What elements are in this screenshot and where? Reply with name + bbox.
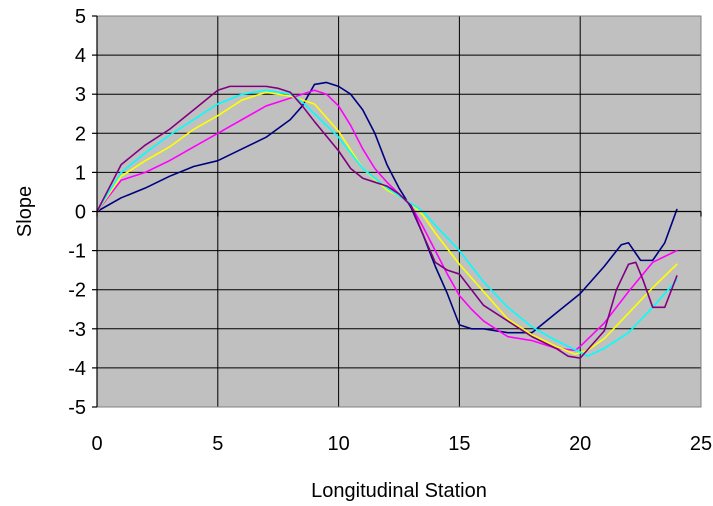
y-tick-label: -5 bbox=[68, 397, 86, 419]
x-tick-label: 25 bbox=[690, 433, 712, 455]
y-tick-label: 0 bbox=[75, 202, 86, 224]
y-tick-label: 5 bbox=[75, 6, 86, 28]
x-tick-label: 5 bbox=[212, 433, 223, 455]
x-axis-label: Longitudinal Station bbox=[311, 480, 487, 502]
series-line-5 bbox=[96, 85, 678, 359]
y-tick-label: 4 bbox=[75, 45, 86, 67]
y-tick-label: 2 bbox=[75, 123, 86, 145]
y-tick-label: 3 bbox=[75, 84, 86, 106]
y-tick-label: -3 bbox=[68, 319, 86, 341]
y-axis-label: Slope bbox=[14, 186, 36, 237]
y-tick-label: 1 bbox=[75, 162, 86, 184]
x-tick-label: 20 bbox=[569, 433, 591, 455]
y-tick-label: -1 bbox=[68, 241, 86, 263]
series-line-1 bbox=[96, 81, 678, 334]
x-tick-label: 10 bbox=[327, 433, 349, 455]
x-tick-label: 15 bbox=[448, 433, 470, 455]
series-line-4 bbox=[96, 89, 678, 357]
y-tick-label: -4 bbox=[68, 358, 86, 380]
x-tick-label: 0 bbox=[91, 433, 102, 455]
y-tick-label: -2 bbox=[68, 280, 86, 302]
